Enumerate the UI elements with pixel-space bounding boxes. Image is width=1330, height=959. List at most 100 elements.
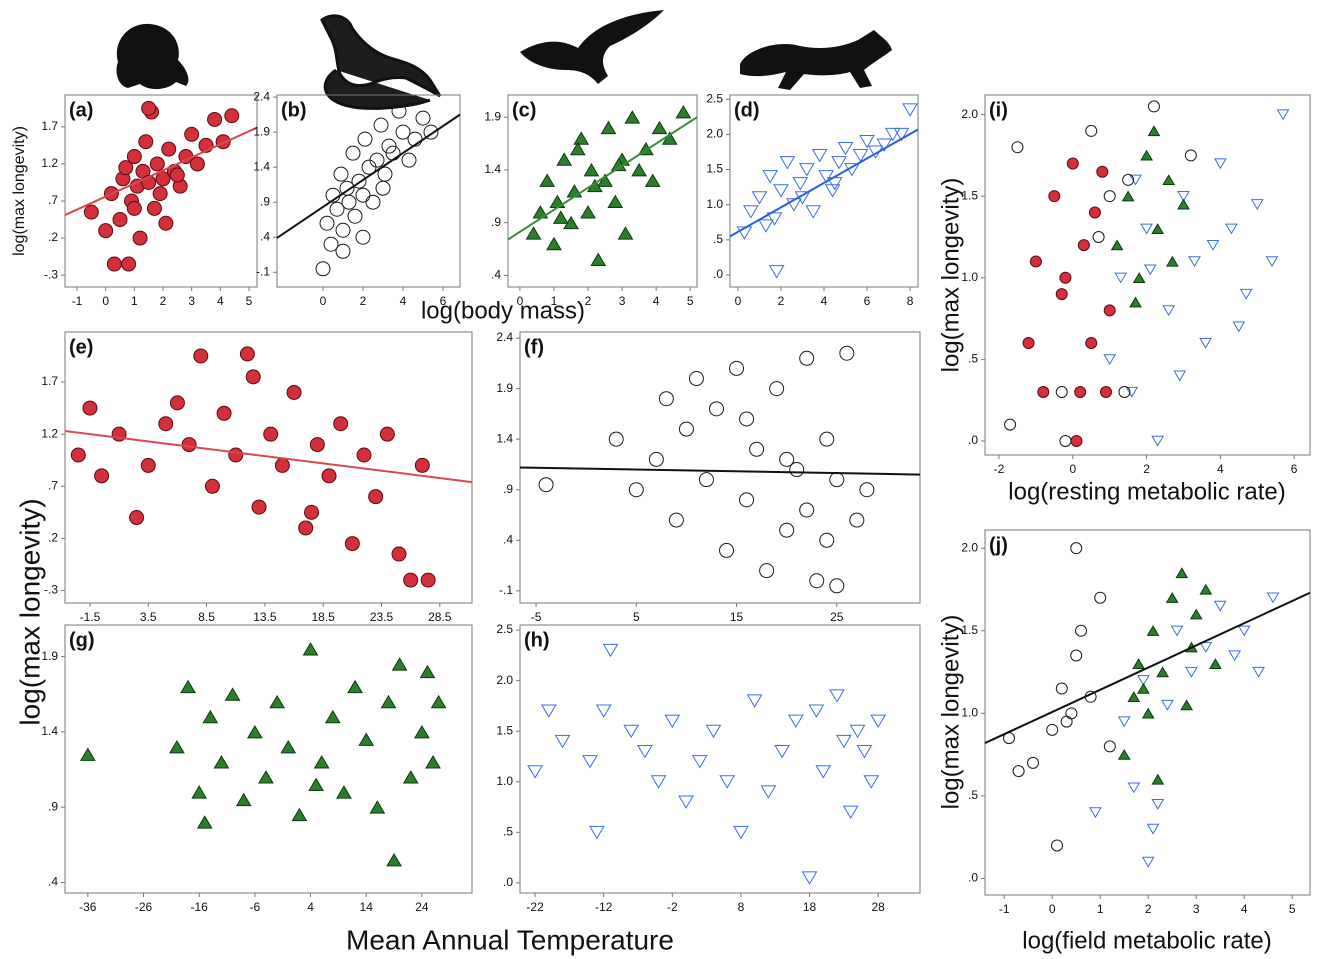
fit-line xyxy=(64,126,258,217)
point xyxy=(842,805,859,820)
x-tick-label: 0 xyxy=(1049,902,1056,916)
point xyxy=(333,166,349,182)
point xyxy=(1092,230,1105,243)
x-tick-label: -2 xyxy=(994,462,1005,476)
point xyxy=(852,149,869,163)
panel-label: (h) xyxy=(524,629,550,651)
point xyxy=(819,431,835,447)
y-tick-label: 1.5 xyxy=(961,188,978,202)
point xyxy=(329,201,345,217)
point xyxy=(245,369,261,385)
point xyxy=(1199,337,1212,349)
point xyxy=(742,205,759,219)
point xyxy=(1206,239,1220,251)
point xyxy=(884,127,901,142)
x-axis-label: Mean Annual Temperature xyxy=(346,924,674,955)
y-axis-label: log(max longevity) xyxy=(14,498,45,725)
point xyxy=(617,226,634,240)
x-tick-label: -22 xyxy=(526,900,544,914)
point xyxy=(263,426,279,442)
point xyxy=(792,177,809,191)
point xyxy=(415,110,431,126)
point xyxy=(1140,223,1153,235)
y-tick-label: .2 xyxy=(48,531,58,545)
y-tick-label: 2.0 xyxy=(706,127,723,141)
point xyxy=(357,131,373,147)
point xyxy=(774,744,790,759)
point xyxy=(149,156,165,172)
point xyxy=(224,687,241,701)
point xyxy=(819,532,835,548)
plot-frame xyxy=(984,94,1311,456)
point xyxy=(369,152,385,168)
point xyxy=(315,261,331,277)
point xyxy=(766,212,783,226)
point xyxy=(391,103,407,119)
point xyxy=(304,504,320,520)
y-tick-label: -.3 xyxy=(44,583,58,597)
point xyxy=(815,765,832,779)
point xyxy=(554,734,571,749)
point xyxy=(381,138,397,154)
point xyxy=(859,134,875,149)
point xyxy=(308,777,324,792)
point xyxy=(1037,386,1050,399)
fit-line xyxy=(729,128,919,238)
point xyxy=(1151,798,1165,810)
point xyxy=(158,416,174,432)
point xyxy=(169,167,185,183)
point xyxy=(1114,272,1128,284)
eagle-icon xyxy=(520,10,664,84)
point xyxy=(1250,199,1264,210)
point xyxy=(391,657,408,671)
y-tick-label: 1.0 xyxy=(706,197,723,211)
y-tick-label: .9 xyxy=(48,799,58,813)
point xyxy=(648,451,664,467)
plot-frame xyxy=(519,624,921,894)
point xyxy=(204,478,220,494)
point xyxy=(274,457,290,473)
y-tick-label: 1.0 xyxy=(961,270,978,284)
point xyxy=(79,747,96,761)
point xyxy=(1213,158,1227,170)
point xyxy=(1132,272,1146,283)
y-axis-label: log(max longevity) xyxy=(11,126,28,256)
x-tick-label: 13.5 xyxy=(253,610,277,624)
point xyxy=(602,643,619,658)
point xyxy=(207,111,223,127)
y-tick-label: 2.0 xyxy=(496,673,513,687)
point xyxy=(118,160,134,176)
point xyxy=(1099,386,1112,399)
panel: -.1.4.91.41.92.40 2 4 6(b)log(body mass) xyxy=(253,89,585,324)
x-tick-label: 4 xyxy=(307,900,314,914)
point xyxy=(829,472,845,488)
point xyxy=(1117,748,1131,760)
y-tick-label: 1.0 xyxy=(961,705,978,719)
point xyxy=(779,156,796,170)
point xyxy=(420,572,436,588)
point xyxy=(759,563,775,579)
y-tick-label: 1.2 xyxy=(41,426,58,440)
point xyxy=(762,170,779,184)
x-tick-label: 5 xyxy=(633,610,640,624)
point xyxy=(1228,650,1242,662)
point xyxy=(1022,337,1035,350)
point xyxy=(556,152,573,166)
point xyxy=(859,482,875,498)
point xyxy=(161,141,177,157)
x-tick-label: 23.5 xyxy=(370,610,394,624)
y-tick-label: -.1 xyxy=(256,264,270,278)
point xyxy=(678,421,694,437)
plot-frame xyxy=(519,331,921,604)
point xyxy=(809,573,825,589)
point xyxy=(1077,239,1090,252)
point xyxy=(1173,370,1187,382)
plot-frame xyxy=(64,624,473,894)
point xyxy=(341,194,357,210)
point xyxy=(831,156,847,170)
point xyxy=(729,360,745,376)
point xyxy=(1199,583,1213,595)
point xyxy=(423,124,439,140)
point xyxy=(1103,304,1116,317)
panel: .0 .5 1.0 1.5 2.0 2.5 -22 -12 -2 8 18 28 (h) xyxy=(496,622,921,914)
